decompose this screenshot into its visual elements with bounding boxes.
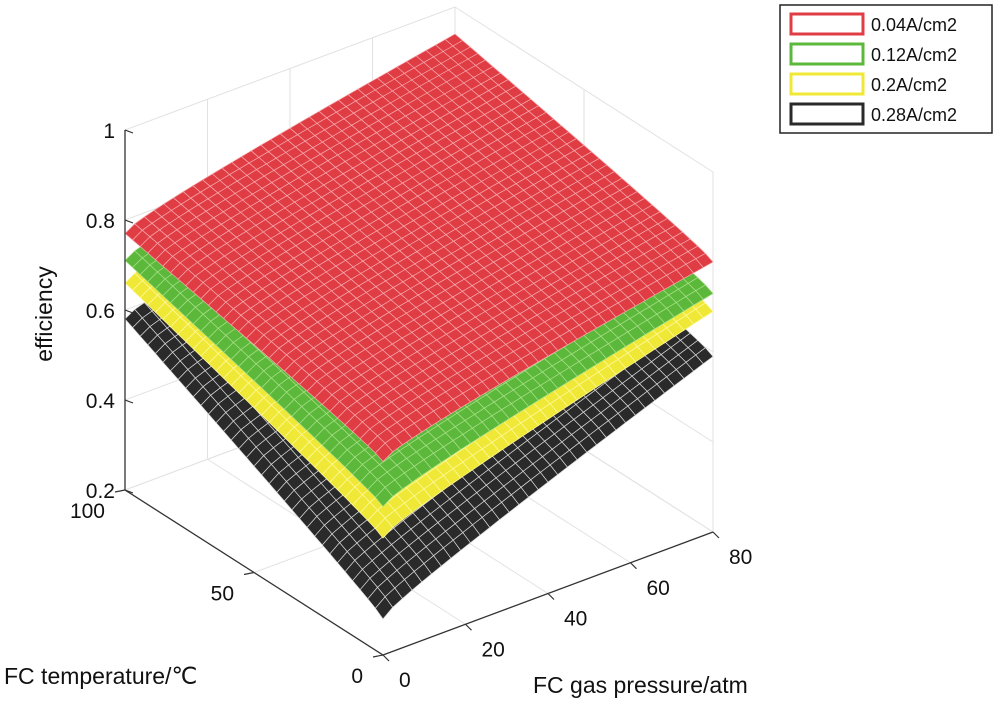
x-axis-label: FC gas pressure/atm [533,672,748,698]
pressure-tick-mark [465,623,472,631]
z-tick-mark [124,399,134,404]
legend-swatch [789,12,865,36]
legend-swatch [789,42,865,66]
temperature-tick-mark [372,654,384,658]
z-axis-ticks: 0.2 0.4 0.6 0.8 1 [86,120,134,503]
surface-cell [374,517,394,539]
y-axis-label: FC temperature/℃ [4,663,197,689]
grid-line [124,6,456,131]
temperature-axis-ticks: 0 50 100 [70,489,384,688]
legend-label: 0.2A/cm2 [871,75,947,95]
legend-swatch [789,72,865,96]
z-tick-label: 0.6 [86,300,115,323]
pressure-tick-mark [382,654,390,662]
z-tick-mark [124,219,134,224]
pressure-axis-line [382,531,714,656]
legend: 0.04A/cm2 0.12A/cm2 0.2A/cm2 0.28A/cm2 [779,4,993,134]
legend-label: 0.12A/cm2 [871,45,957,65]
pressure-tick-label: 80 [729,546,752,569]
z-tick-label: 0.2 [86,480,115,503]
z-tick-label: 0.4 [86,390,116,413]
axes: 0.2 0.4 0.6 0.8 1 0 50 100 0 20 40 60 80 efficienc… [4,120,752,698]
pressure-tick-mark [712,531,720,539]
pressure-axis-ticks: 0 20 40 60 80 [382,531,752,692]
legend-label: 0.04A/cm2 [871,15,957,35]
z-tick-label: 1 [103,120,115,143]
temperature-tick-mark [243,571,255,576]
pressure-tick-label: 60 [647,577,670,600]
z-axis-label: efficiency [31,266,57,362]
pressure-tick-label: 0 [399,669,411,692]
surface-cell [374,442,394,463]
surface-cell [374,486,394,508]
legend-label: 0.28A/cm2 [871,105,957,125]
z-tick-mark [124,309,134,314]
surfaces [124,33,714,620]
pressure-tick-mark [547,593,555,600]
grid-line [454,6,714,173]
surface-0-04a-cm2 [124,33,714,463]
temperature-tick-mark [114,489,126,493]
legend-swatch [789,102,865,126]
pressure-tick-label: 40 [564,608,587,631]
z-tick-mark [124,129,134,134]
pressure-tick-mark [630,562,637,570]
surface-cell [374,596,394,620]
temperature-tick-label: 0 [351,665,363,688]
temperature-tick-label: 100 [70,500,105,523]
pressure-tick-label: 20 [482,638,505,661]
z-tick-label: 0.8 [86,210,115,233]
temperature-tick-label: 50 [211,583,234,606]
temperature-axis-line [124,489,384,656]
